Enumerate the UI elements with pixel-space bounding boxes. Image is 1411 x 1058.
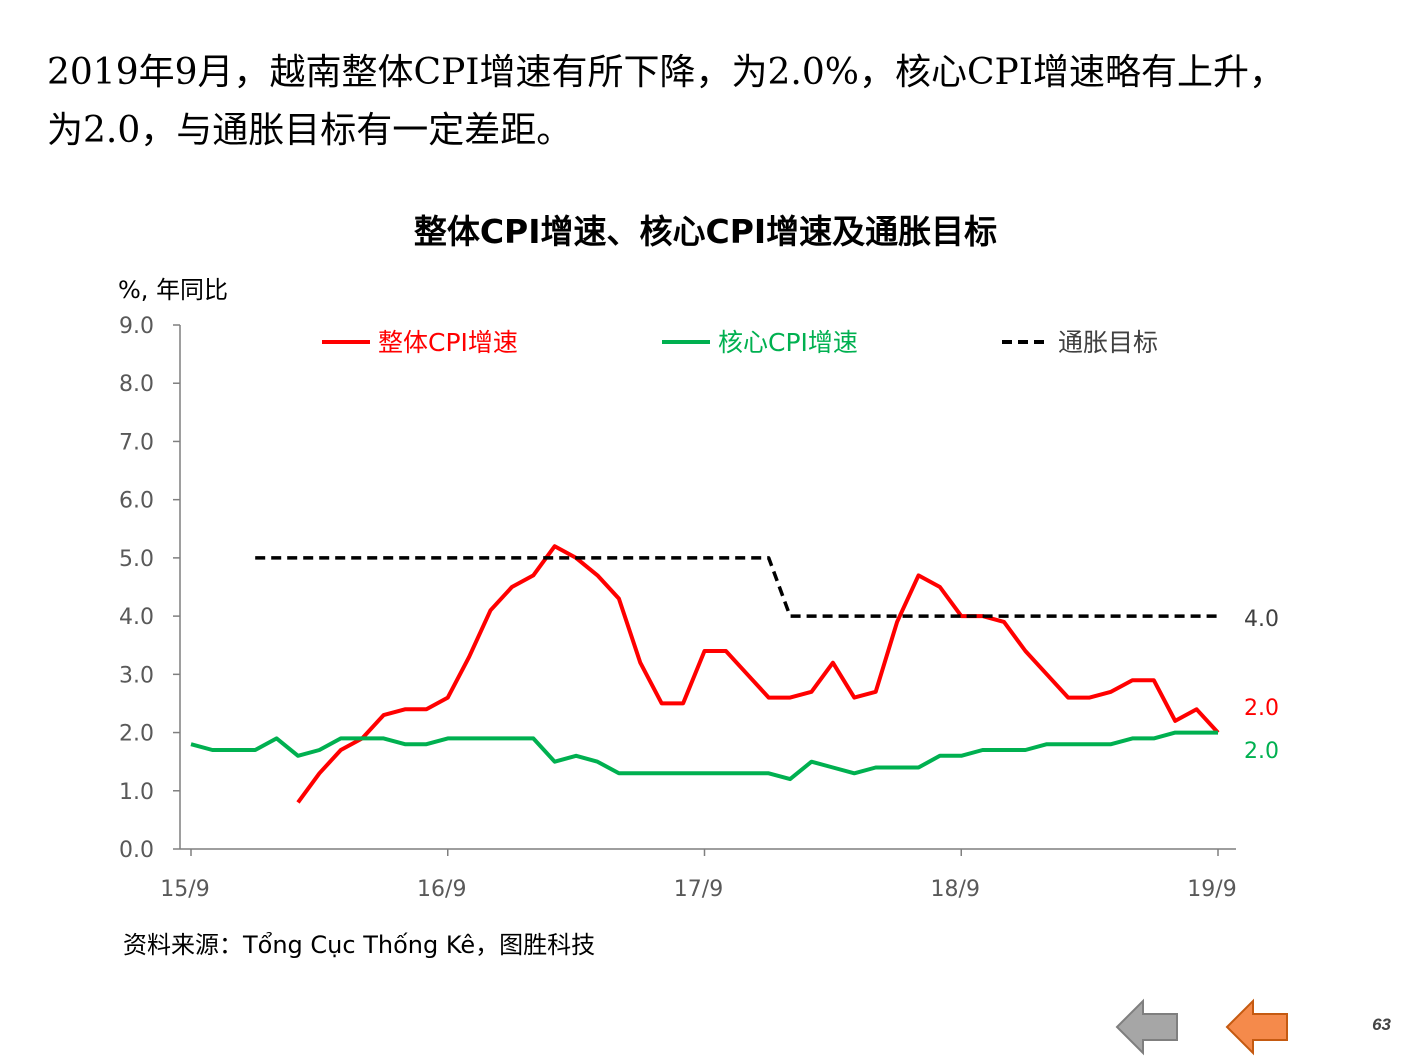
- legend-label-2: 通胀目标: [1058, 328, 1158, 357]
- back-button[interactable]: [1223, 998, 1293, 1056]
- left-arrow-icon: [1115, 998, 1178, 1056]
- legend-label-1: 核心CPI增速: [718, 328, 858, 357]
- series-end-label-1: 2.0: [1244, 739, 1279, 764]
- x-tick-label: 18/9: [931, 877, 980, 902]
- series-line-0: [296, 544, 1220, 804]
- y-tick-label: 1.0: [119, 780, 154, 805]
- y-tick-label: 8.0: [119, 372, 154, 397]
- previous-page-button[interactable]: [1113, 998, 1183, 1056]
- legend-label-0: 整体CPI增速: [378, 328, 518, 357]
- chart-title: 整体CPI增速、核心CPI增速及通胀目标: [413, 212, 998, 251]
- headline-line-2: 为2.0，与通胀目标有一定差距。: [47, 110, 573, 151]
- x-tick-label: 15/9: [160, 877, 209, 902]
- x-tick-label: 19/9: [1187, 877, 1236, 902]
- y-tick-label: 9.0: [119, 314, 154, 339]
- x-tick-label: 16/9: [417, 877, 466, 902]
- page-number: 63: [1372, 1015, 1391, 1034]
- y-tick-label: 5.0: [119, 547, 154, 572]
- headline: 2019年9月，越南整体CPI增速有所下降，为2.0%，核心CPI增速略有上升，…: [47, 44, 1377, 160]
- series-line-2: [255, 556, 1218, 618]
- y-tick-label: 3.0: [119, 663, 154, 688]
- left-arrow-icon: [1225, 998, 1288, 1056]
- y-tick-label: 7.0: [119, 430, 154, 455]
- series-end-label-2: 4.0: [1244, 607, 1279, 632]
- headline-line-1: 2019年9月，越南整体CPI增速有所下降，为2.0%，核心CPI增速略有上升，: [47, 44, 1377, 102]
- series-end-label-0: 2.0: [1244, 696, 1279, 721]
- source-note: 资料来源：Tổng Cục Thống Kê，图胜科技: [123, 931, 596, 959]
- y-tick-label: 6.0: [119, 489, 154, 514]
- y-tick-label: 2.0: [119, 722, 154, 747]
- series-line-1: [190, 730, 1218, 782]
- y-tick-label: 4.0: [119, 605, 154, 630]
- y-axis-unit-label: %, 年同比: [118, 276, 229, 304]
- headline-line-1-text: 2019年9月，越南整体CPI增速有所下降，为2.0%，核心CPI增速略有上升，: [47, 52, 1285, 93]
- cpi-line-chart: 0.0 1.0 2.0 3.0 4.0 5.0 6.0 7.0 8.0 9.0 15/9 16/9 17…: [119, 314, 1279, 902]
- x-tick-label: 17/9: [674, 877, 723, 902]
- y-tick-label: 0.0: [119, 838, 154, 863]
